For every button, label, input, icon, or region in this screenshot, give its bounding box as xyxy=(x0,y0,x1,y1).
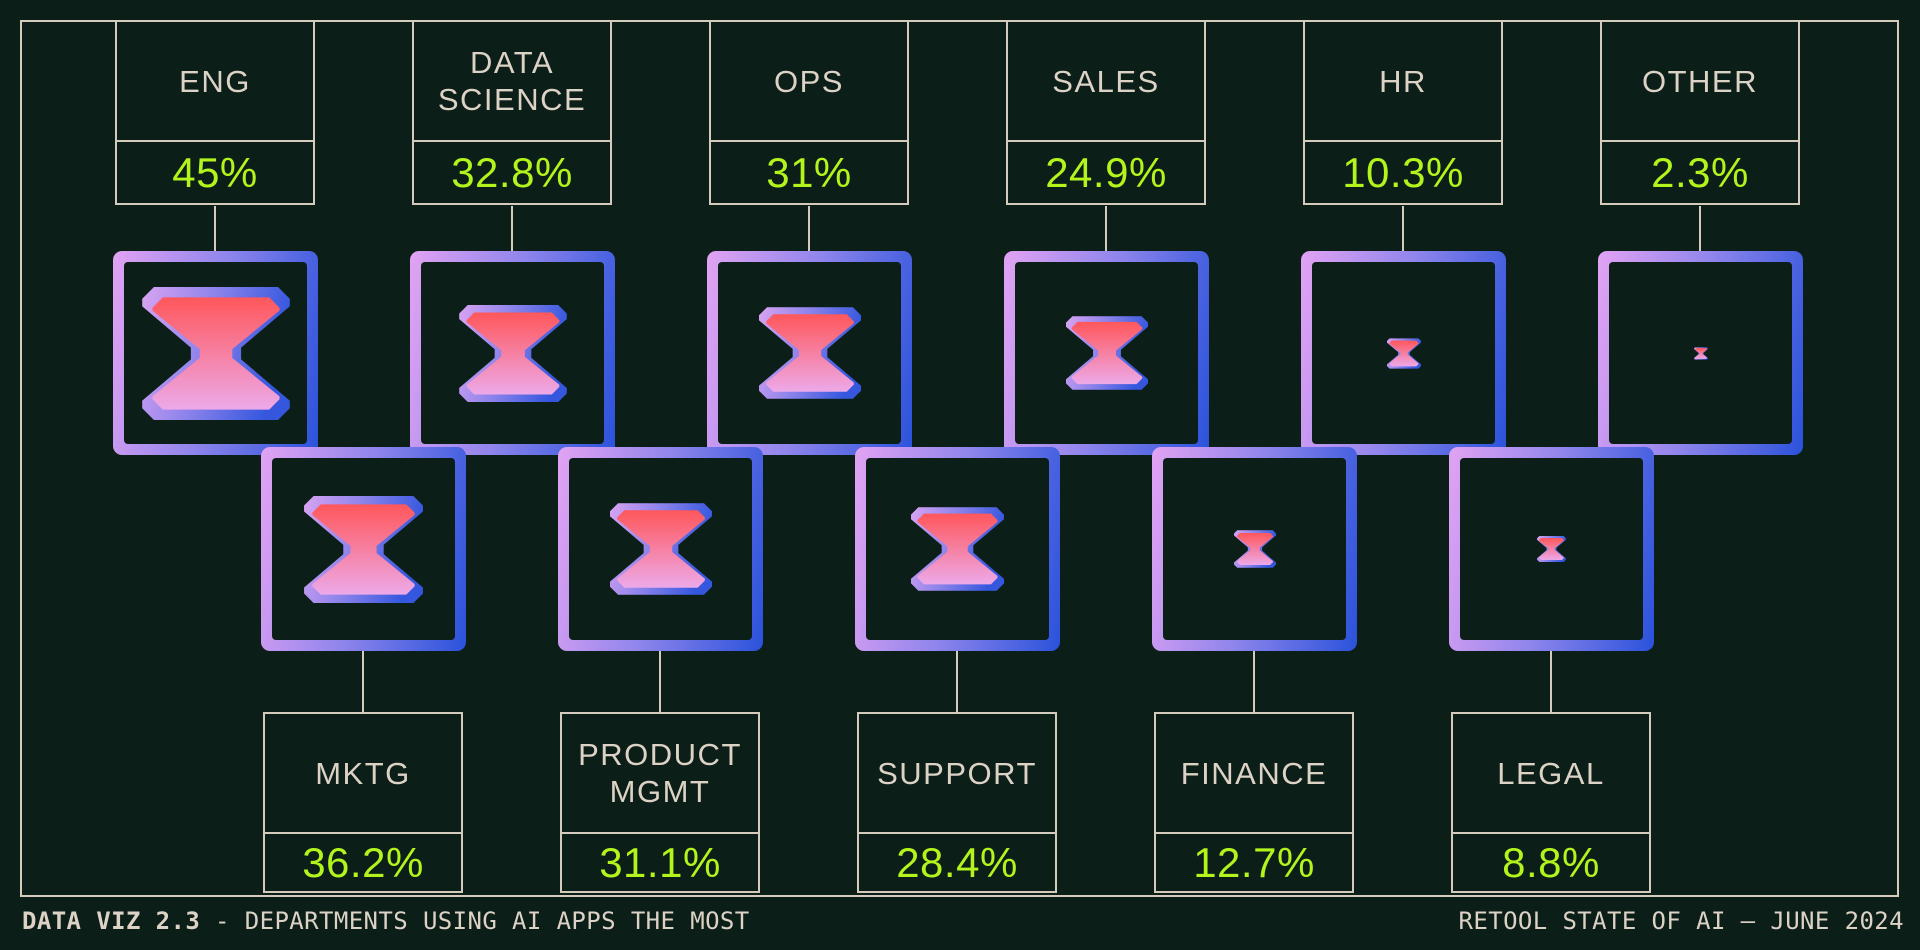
hourglass-icon xyxy=(610,503,712,595)
icon-box-interior xyxy=(272,458,455,640)
label-box-hr: HR 10.3% xyxy=(1303,20,1503,205)
dept-name: ENG xyxy=(117,22,313,142)
icon-box-product-mgmt xyxy=(558,447,763,651)
label-box-data-science: DATA SCIENCE 32.8% xyxy=(412,20,612,205)
dept-percentage: 31% xyxy=(766,148,852,196)
icon-box-eng xyxy=(113,251,318,455)
connector-line xyxy=(1550,650,1552,713)
dept-percentage: 12.7% xyxy=(1193,838,1315,886)
dept-percentage: 10.3% xyxy=(1342,148,1464,196)
icon-box-finance xyxy=(1152,447,1357,651)
connector-line xyxy=(511,206,513,252)
label-box-eng: ENG 45% xyxy=(115,20,315,205)
label-box-mktg: MKTG 36.2% xyxy=(263,712,463,893)
label-box-product-mgmt: PRODUCT MGMT 31.1% xyxy=(560,712,760,893)
icon-box-interior xyxy=(1609,262,1792,444)
dept-name: LEGAL xyxy=(1453,714,1649,834)
connector-line xyxy=(1402,206,1404,252)
footer-caption: DATA VIZ 2.3 - DEPARTMENTS USING AI APPS… xyxy=(22,907,750,935)
footer-caption-title: - DEPARTMENTS USING AI APPS THE MOST xyxy=(200,907,750,935)
hourglass-icon xyxy=(759,307,861,399)
connector-line xyxy=(956,650,958,713)
connector-line xyxy=(659,650,661,713)
label-box-ops: OPS 31% xyxy=(709,20,909,205)
icon-box-interior xyxy=(1460,458,1643,640)
icon-box-data-science xyxy=(410,251,615,455)
hourglass-icon xyxy=(1694,347,1708,360)
connector-line xyxy=(1253,650,1255,713)
dept-percentage: 28.4% xyxy=(896,838,1018,886)
dept-name: PRODUCT MGMT xyxy=(562,714,758,834)
hourglass-icon xyxy=(304,496,423,603)
hourglass-icon xyxy=(1387,338,1421,369)
icon-box-legal xyxy=(1449,447,1654,651)
dept-percentage: 24.9% xyxy=(1045,148,1167,196)
dept-percentage: 8.8% xyxy=(1502,838,1600,886)
dept-percentage: 31.1% xyxy=(599,838,721,886)
label-box-finance: FINANCE 12.7% xyxy=(1154,712,1354,893)
hourglass-icon xyxy=(1537,536,1566,562)
connector-line xyxy=(214,206,216,252)
icon-box-ops xyxy=(707,251,912,455)
hourglass-icon xyxy=(911,507,1004,591)
icon-box-hr xyxy=(1301,251,1506,455)
hourglass-icon xyxy=(459,305,567,402)
hourglass-icon xyxy=(1066,316,1148,390)
connector-line xyxy=(362,650,364,713)
hourglass-icon xyxy=(1234,530,1276,568)
icon-box-other xyxy=(1598,251,1803,455)
icon-box-interior xyxy=(1312,262,1495,444)
dept-name: DATA SCIENCE xyxy=(414,22,610,142)
label-box-other: OTHER 2.3% xyxy=(1600,20,1800,205)
label-box-support: SUPPORT 28.4% xyxy=(857,712,1057,893)
icon-box-mktg xyxy=(261,447,466,651)
icon-box-interior xyxy=(569,458,752,640)
connector-line xyxy=(808,206,810,252)
icon-box-interior xyxy=(1163,458,1346,640)
icon-box-sales xyxy=(1004,251,1209,455)
icon-box-support xyxy=(855,447,1060,651)
dept-name: HR xyxy=(1305,22,1501,142)
dept-name: SUPPORT xyxy=(859,714,1055,834)
icon-box-interior xyxy=(1015,262,1198,444)
icon-box-interior xyxy=(421,262,604,444)
footer-source: RETOOL STATE OF AI — JUNE 2024 xyxy=(1458,907,1904,935)
icon-box-interior xyxy=(866,458,1049,640)
icon-box-interior xyxy=(718,262,901,444)
dept-name: SALES xyxy=(1008,22,1204,142)
hourglass-icon xyxy=(142,287,290,420)
connector-line xyxy=(1105,206,1107,252)
connector-line xyxy=(1699,206,1701,252)
dept-name: MKTG xyxy=(265,714,461,834)
dept-name: OPS xyxy=(711,22,907,142)
dept-percentage: 36.2% xyxy=(302,838,424,886)
label-box-sales: SALES 24.9% xyxy=(1006,20,1206,205)
footer-caption-label: DATA VIZ 2.3 xyxy=(22,907,201,935)
icon-box-interior xyxy=(124,262,307,444)
dept-name: FINANCE xyxy=(1156,714,1352,834)
dept-percentage: 2.3% xyxy=(1651,148,1749,196)
dept-name: OTHER xyxy=(1602,22,1798,142)
label-box-legal: LEGAL 8.8% xyxy=(1451,712,1651,893)
dept-percentage: 45% xyxy=(172,148,258,196)
dept-percentage: 32.8% xyxy=(451,148,573,196)
